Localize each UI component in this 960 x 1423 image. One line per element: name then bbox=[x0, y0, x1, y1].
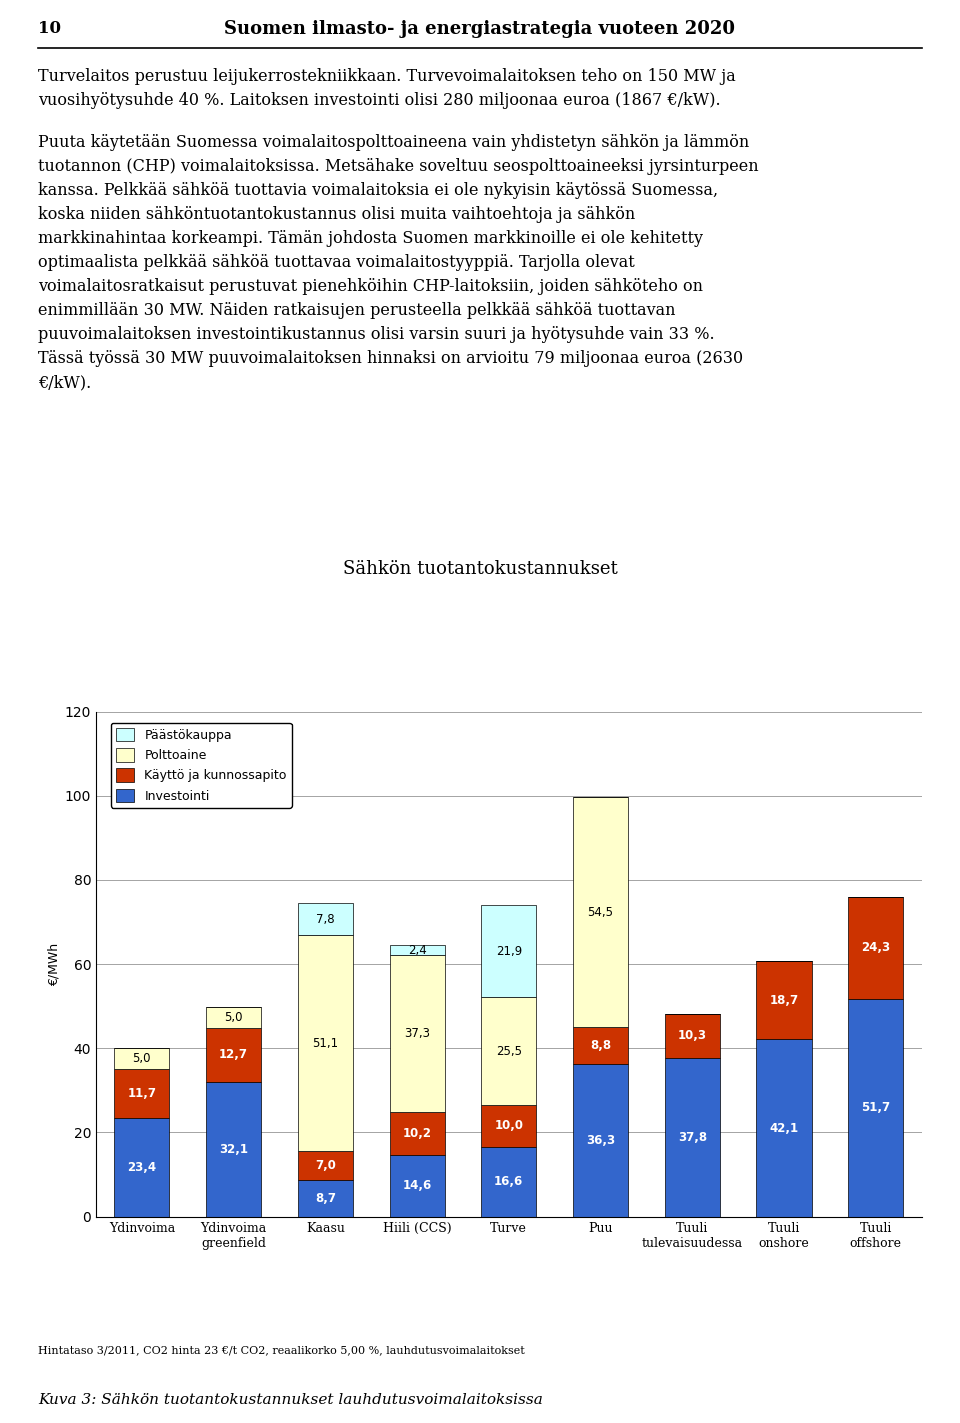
Text: Hintataso 3/2011, CO2 hinta 23 €/t CO2, reaalikorko 5,00 %, lauhdutusvoimalaitok: Hintataso 3/2011, CO2 hinta 23 €/t CO2, … bbox=[38, 1345, 525, 1355]
Text: 5,0: 5,0 bbox=[225, 1012, 243, 1025]
Text: 7,0: 7,0 bbox=[315, 1158, 336, 1171]
Bar bbox=[481, 905, 537, 998]
Text: 21,9: 21,9 bbox=[495, 945, 522, 958]
Text: optimaalista pelkkää sähköä tuottavaa voimalaitostyyppiä. Tarjolla olevat: optimaalista pelkkää sähköä tuottavaa vo… bbox=[38, 253, 635, 270]
Bar bbox=[481, 998, 537, 1104]
Text: 42,1: 42,1 bbox=[769, 1121, 799, 1134]
Text: koska niiden sähköntuotantokustannus olisi muita vaihtoehtoja ja sähkön: koska niiden sähköntuotantokustannus oli… bbox=[38, 206, 636, 223]
Bar bbox=[298, 935, 353, 1151]
Bar bbox=[206, 1027, 261, 1081]
Bar bbox=[114, 1069, 169, 1118]
Text: Tässä työssä 30 MW puuvoimalaitoksen hinnaksi on arvioitu 79 miljoonaa euroa (26: Tässä työssä 30 MW puuvoimalaitoksen hin… bbox=[38, 350, 743, 367]
Bar bbox=[390, 1155, 444, 1217]
Text: 18,7: 18,7 bbox=[769, 993, 799, 1006]
Text: 32,1: 32,1 bbox=[219, 1143, 248, 1155]
Text: Puuta käytetään Suomessa voimalaitospolttoaineena vain yhdistetyn sähkön ja lämm: Puuta käytetään Suomessa voimalaitospolt… bbox=[38, 134, 749, 151]
Text: 2,4: 2,4 bbox=[408, 943, 426, 956]
Bar bbox=[573, 797, 628, 1027]
Text: Turvelaitos perustuu leijukerrostekniikkaan. Turvevoimalaitoksen teho on 150 MW : Turvelaitos perustuu leijukerrostekniikk… bbox=[38, 68, 735, 85]
Text: enimmillään 30 MW. Näiden ratkaisujen perusteella pelkkää sähköä tuottavan: enimmillään 30 MW. Näiden ratkaisujen pe… bbox=[38, 302, 676, 319]
Text: 36,3: 36,3 bbox=[586, 1134, 615, 1147]
Text: 54,5: 54,5 bbox=[588, 905, 613, 919]
Text: kanssa. Pelkkää sähköä tuottavia voimalaitoksia ei ole nykyisin käytössä Suomess: kanssa. Pelkkää sähköä tuottavia voimala… bbox=[38, 182, 718, 199]
Text: 10: 10 bbox=[38, 20, 61, 37]
Bar bbox=[849, 896, 903, 999]
Text: Kuva 3: Sähkön tuotantokustannukset lauhdutusvoimalaitoksissa: Kuva 3: Sähkön tuotantokustannukset lauh… bbox=[38, 1393, 542, 1407]
Bar bbox=[390, 945, 444, 955]
Text: 10,0: 10,0 bbox=[494, 1120, 523, 1133]
Legend: Päästökauppa, Polttoaine, Käyttö ja kunnossapito, Investointi: Päästökauppa, Polttoaine, Käyttö ja kunn… bbox=[110, 723, 292, 807]
Bar bbox=[756, 1039, 811, 1217]
Text: 24,3: 24,3 bbox=[861, 942, 890, 955]
Text: markkinahintaa korkeampi. Tämän johdosta Suomen markkinoille ei ole kehitetty: markkinahintaa korkeampi. Tämän johdosta… bbox=[38, 231, 703, 248]
Bar bbox=[573, 1027, 628, 1064]
Bar bbox=[664, 1057, 720, 1217]
Text: 5,0: 5,0 bbox=[132, 1052, 151, 1064]
Text: 7,8: 7,8 bbox=[316, 912, 335, 925]
Bar bbox=[114, 1047, 169, 1069]
Text: 8,7: 8,7 bbox=[315, 1192, 336, 1205]
Text: 23,4: 23,4 bbox=[128, 1161, 156, 1174]
Text: 16,6: 16,6 bbox=[494, 1175, 523, 1188]
Text: €/kW).: €/kW). bbox=[38, 374, 91, 391]
Text: tuotannon (CHP) voimalaitoksissa. Metsähake soveltuu seospolttoaineeksi jyrsintu: tuotannon (CHP) voimalaitoksissa. Metsäh… bbox=[38, 158, 758, 175]
Text: 37,3: 37,3 bbox=[404, 1027, 430, 1040]
Text: 25,5: 25,5 bbox=[495, 1044, 522, 1057]
Bar bbox=[298, 1180, 353, 1217]
Text: puuvoimalaitoksen investointikustannus olisi varsin suuri ja hyötysuhde vain 33 : puuvoimalaitoksen investointikustannus o… bbox=[38, 326, 714, 343]
Text: 14,6: 14,6 bbox=[402, 1180, 432, 1192]
Bar bbox=[390, 955, 444, 1113]
Bar bbox=[298, 902, 353, 935]
Text: 51,1: 51,1 bbox=[312, 1036, 338, 1050]
Text: Sähkön tuotantokustannukset: Sähkön tuotantokustannukset bbox=[343, 561, 617, 578]
Y-axis label: €/MWh: €/MWh bbox=[48, 942, 60, 986]
Text: 37,8: 37,8 bbox=[678, 1131, 707, 1144]
Bar bbox=[206, 1081, 261, 1217]
Bar bbox=[206, 1007, 261, 1027]
Text: Suomen ilmasto- ja energiastrategia vuoteen 2020: Suomen ilmasto- ja energiastrategia vuot… bbox=[225, 20, 735, 38]
Bar bbox=[298, 1151, 353, 1180]
Text: 11,7: 11,7 bbox=[128, 1087, 156, 1100]
Bar bbox=[849, 999, 903, 1217]
Bar bbox=[481, 1147, 537, 1217]
Text: 51,7: 51,7 bbox=[861, 1101, 890, 1114]
Text: vuosihyötysuhde 40 %. Laitoksen investointi olisi 280 miljoonaa euroa (1867 €/kW: vuosihyötysuhde 40 %. Laitoksen investoi… bbox=[38, 92, 721, 110]
Text: 8,8: 8,8 bbox=[590, 1039, 612, 1052]
Text: 10,3: 10,3 bbox=[678, 1029, 707, 1043]
Text: 12,7: 12,7 bbox=[219, 1049, 248, 1062]
Bar bbox=[481, 1104, 537, 1147]
Bar bbox=[114, 1118, 169, 1217]
Bar bbox=[390, 1113, 444, 1155]
Text: 10,2: 10,2 bbox=[402, 1127, 432, 1140]
Bar bbox=[664, 1015, 720, 1057]
Bar bbox=[756, 961, 811, 1039]
Text: voimalaitosratkaisut perustuvat pienehköihin CHP-laitoksiin, joiden sähköteho on: voimalaitosratkaisut perustuvat pienehkö… bbox=[38, 277, 703, 295]
Bar bbox=[573, 1064, 628, 1217]
